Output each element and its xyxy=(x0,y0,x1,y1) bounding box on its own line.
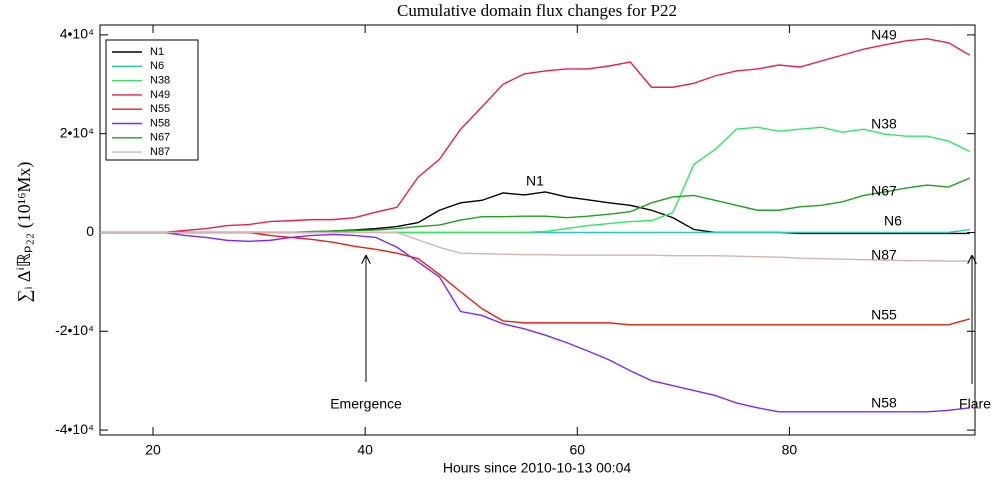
x-tick-label: 60 xyxy=(569,442,585,458)
legend-label: N38 xyxy=(150,75,170,87)
series-line xyxy=(100,231,970,262)
annotation: Emergence xyxy=(330,396,402,412)
annotation: N55 xyxy=(871,307,897,323)
y-tick-label: 0 xyxy=(86,223,94,239)
annotation: Flare xyxy=(959,396,991,412)
legend-label: N49 xyxy=(150,89,170,101)
series-line xyxy=(100,38,971,234)
legend-label: N1 xyxy=(150,46,164,58)
x-axis-label: Hours since 2010-10-13 00:04 xyxy=(443,460,632,476)
annotation: N58 xyxy=(871,395,897,411)
y-tick-label: 2•10⁴ xyxy=(60,124,94,140)
x-tick-label: 40 xyxy=(357,442,373,458)
annotation: N1 xyxy=(526,173,544,189)
series-line xyxy=(100,231,970,413)
annotation: N38 xyxy=(871,116,897,132)
legend-box xyxy=(105,39,199,161)
annotation: N49 xyxy=(871,27,897,43)
plot-frame xyxy=(99,24,976,436)
x-tick-label: 20 xyxy=(145,442,161,458)
annotation: N6 xyxy=(884,213,902,229)
y-tick-label: -4•10⁴ xyxy=(55,421,94,437)
y-axis-label: ∑ᵢ Δⁱℝₚ₂₂ (10¹⁶Mx) xyxy=(14,162,35,303)
y-tick-label: -2•10⁴ xyxy=(55,322,94,338)
legend-label: N87 xyxy=(150,146,170,158)
y-tick-label: 4•10⁴ xyxy=(60,26,94,42)
annotation: N67 xyxy=(871,183,897,199)
annotation: N87 xyxy=(871,247,897,263)
legend-label: N55 xyxy=(150,103,170,115)
x-tick-label: 80 xyxy=(782,442,798,458)
legend-label: N6 xyxy=(150,60,164,72)
legend-label: N67 xyxy=(150,132,170,144)
legend-label: N58 xyxy=(150,117,170,129)
chart-title: Cumulative domain flux changes for P22 xyxy=(397,1,677,20)
series-line xyxy=(100,231,970,326)
series-line xyxy=(100,191,970,235)
